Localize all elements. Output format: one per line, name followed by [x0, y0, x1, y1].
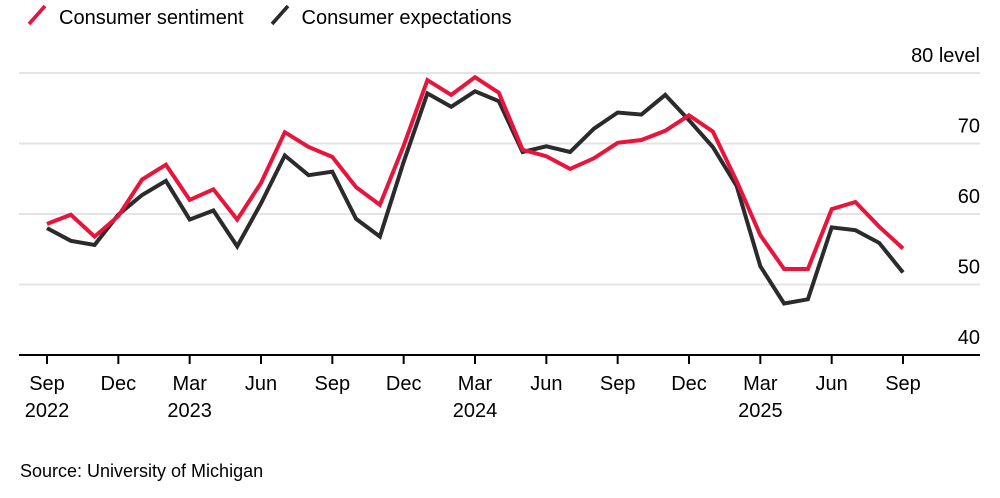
x-tick-label-month: Sep: [315, 373, 351, 395]
x-tick-label-month: Dec: [671, 373, 707, 395]
legend-item-consumer-sentiment: Consumer sentiment: [27, 3, 244, 32]
chart-svg: 80 level 70 60 50 40 Sep 2022 Dec Mar 2023 Jun Sep D…: [19, 45, 980, 422]
x-tick-label-month: Mar: [458, 373, 493, 395]
y-axis-label: 80 level: [911, 45, 980, 67]
x-tick-label-year: 2022: [25, 400, 70, 422]
slash-icon-stroke: [27, 4, 47, 26]
legend-item-consumer-expectations: Consumer expectations: [270, 3, 512, 32]
y-axis-label: 60: [958, 186, 980, 208]
y-axis-label: 50: [958, 257, 980, 279]
x-tick-label-year: 2025: [738, 400, 783, 422]
slash-icon-stroke: [270, 4, 289, 26]
series-line-consumer-expectations: [46, 89, 905, 306]
x-tick-label-month: Jun: [530, 373, 562, 395]
legend-label: Consumer expectations: [301, 6, 512, 29]
x-tick-label-month: Dec: [386, 373, 422, 395]
x-tick-label-month: Sep: [600, 373, 636, 395]
x-tick-label-year: 2024: [453, 400, 498, 422]
x-tick-label-month: Sep: [885, 373, 921, 395]
slash-icon: [270, 3, 291, 32]
y-axis-label: 70: [958, 116, 980, 138]
y-axis-label: 40: [958, 327, 980, 349]
x-tick-label-month: Dec: [101, 373, 137, 395]
legend-label: Consumer sentiment: [59, 6, 244, 29]
line-chart: 80 level 70 60 50 40 Sep 2022 Dec Mar 2023 Jun Sep D…: [19, 45, 980, 422]
series-line-consumer-sentiment: [46, 74, 905, 271]
x-tick-label-month: Mar: [743, 373, 778, 395]
legend: Consumer sentiment Consumer expectations: [27, 3, 512, 32]
source-attribution: Source: University of Michigan: [20, 461, 264, 481]
x-tick-label-year: 2023: [167, 400, 212, 422]
x-tick-label-month: Mar: [172, 373, 207, 395]
x-tick-label-month: Sep: [29, 373, 65, 395]
slash-icon: [27, 3, 48, 32]
x-tick-label-month: Jun: [245, 373, 277, 395]
x-tick-label-month: Jun: [816, 373, 848, 395]
